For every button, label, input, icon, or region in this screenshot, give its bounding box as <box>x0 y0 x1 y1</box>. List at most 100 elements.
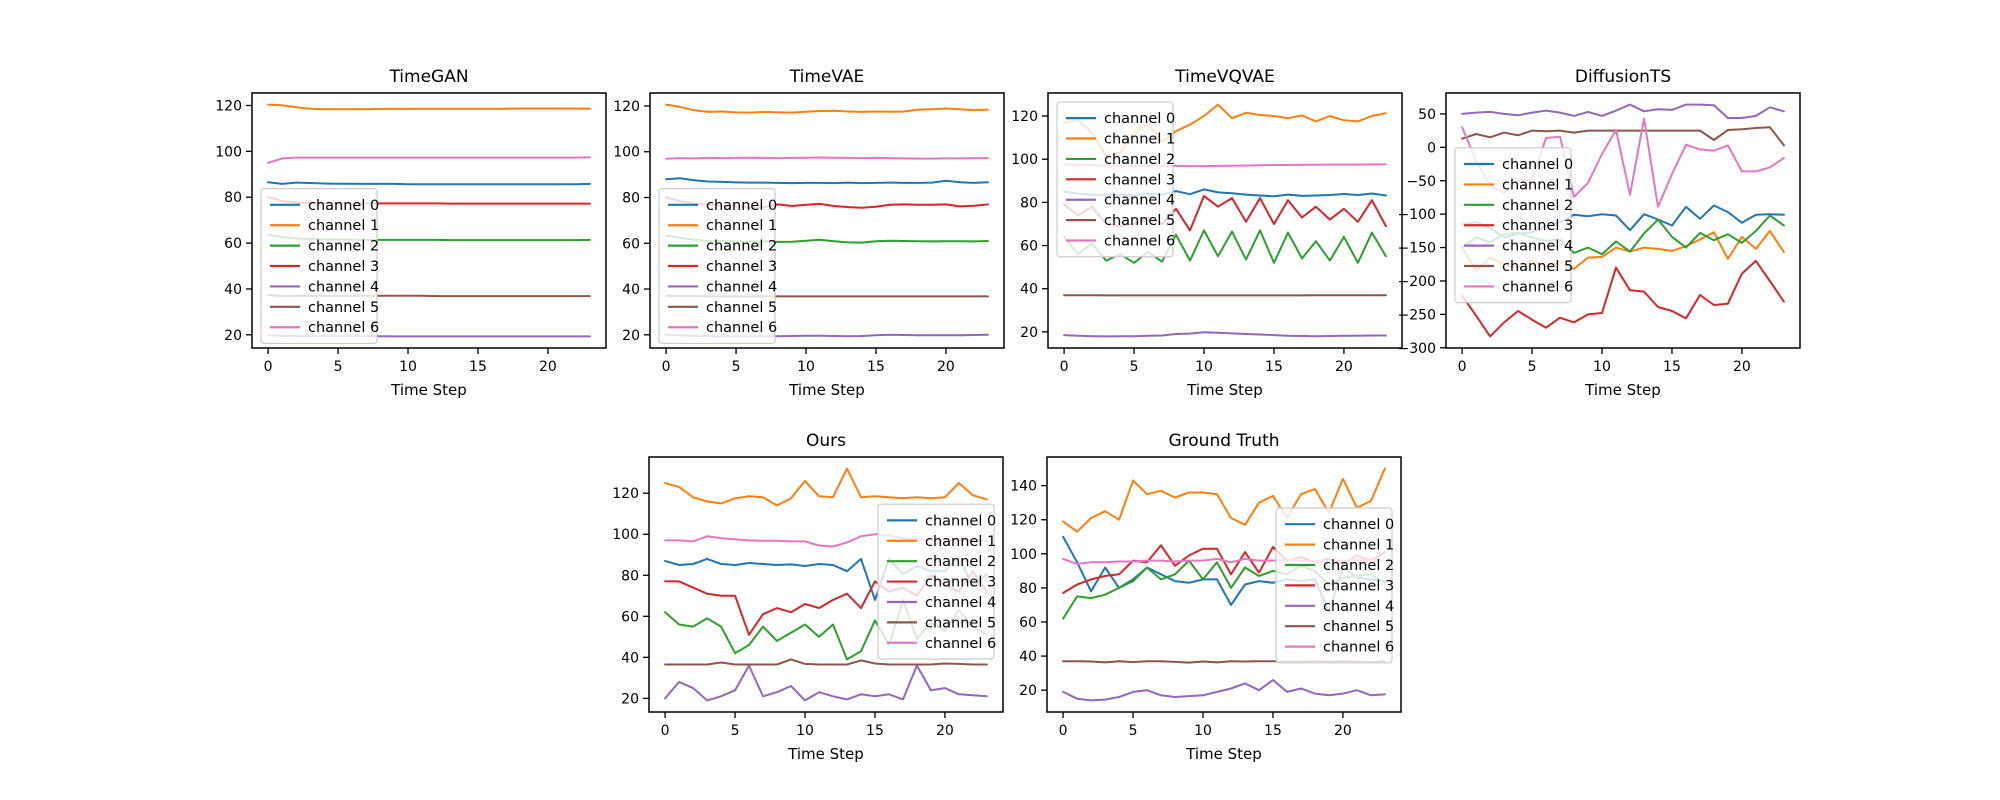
legend-label-channel-1: channel 1 <box>1323 538 1394 554</box>
y-tick-label: 40 <box>1020 282 1038 298</box>
legend-label-channel-2: channel 2 <box>1502 198 1573 214</box>
chart-timegan: TimeGAN 20 40 60 80 100 120 0 5 10 15 20 Time Step ch… <box>215 67 607 399</box>
y-tick-label: 20 <box>1019 683 1037 699</box>
legend-label-channel-3: channel 3 <box>1502 218 1573 234</box>
x-tick-label: 0 <box>1059 723 1068 739</box>
y-tick-label: 80 <box>1020 195 1038 211</box>
chart-title: Ground Truth <box>1168 431 1279 451</box>
series-line-channel-5 <box>1461 126 1785 147</box>
legend-label-channel-2: channel 2 <box>925 554 996 570</box>
y-tick-label: 100 <box>215 144 242 160</box>
legend-label-channel-0: channel 0 <box>925 513 996 529</box>
chart-timevae: TimeVAE 20 40 60 80 100 120 0 5 10 15 20 Time Step ch… <box>613 67 1005 399</box>
y-tick-label: 80 <box>621 568 639 584</box>
y-tick-label: 80 <box>1019 581 1037 597</box>
chart-title: DiffusionTS <box>1575 67 1671 87</box>
x-tick-label: 5 <box>731 723 740 739</box>
x-tick-label: 0 <box>1458 359 1467 375</box>
legend: channel 0 channel 1 channel 2 channel 3 chan… <box>1454 147 1573 304</box>
y-tick-label: 120 <box>1010 513 1037 529</box>
legend-label-channel-1: channel 1 <box>308 218 379 234</box>
chart-ours: Ours 20 40 60 80 100 120 0 5 10 15 20 Time Step chann… <box>612 431 1004 763</box>
legend-label-channel-5: channel 5 <box>1502 259 1573 275</box>
x-tick-label: 10 <box>399 359 417 375</box>
x-tick-label: 10 <box>797 359 815 375</box>
series-line-channel-6 <box>665 156 989 160</box>
legend-label-channel-3: channel 3 <box>1104 172 1175 188</box>
legend-label-channel-3: channel 3 <box>706 259 777 275</box>
y-tick-label: 100 <box>612 527 639 543</box>
legend-box <box>260 188 378 345</box>
y-tick-label: 80 <box>224 190 242 206</box>
y-tick-label: 20 <box>224 328 242 344</box>
x-tick-label: 15 <box>866 723 884 739</box>
x-axis-label: Time Step <box>1185 745 1262 763</box>
legend-label-channel-4: channel 4 <box>1323 599 1394 615</box>
legend: channel 0 channel 1 channel 2 channel 3 chan… <box>1275 507 1394 664</box>
legend-label-channel-1: channel 1 <box>1502 177 1573 193</box>
legend-box <box>877 503 995 660</box>
legend-label-channel-5: channel 5 <box>706 300 777 316</box>
y-tick-label: 120 <box>613 99 640 115</box>
legend-box <box>1454 147 1572 304</box>
y-tick-label: −150 <box>1398 241 1436 257</box>
x-tick-label: 20 <box>1334 723 1352 739</box>
series-line-channel-1 <box>664 467 988 507</box>
series-line-channel-0 <box>267 181 591 186</box>
legend-label-channel-4: channel 4 <box>1104 193 1175 209</box>
legend-label-channel-0: channel 0 <box>1323 517 1394 533</box>
x-tick-label: 5 <box>1130 359 1139 375</box>
chart-title: Ours <box>806 431 846 451</box>
legend-label-channel-6: channel 6 <box>1502 279 1573 295</box>
subplot-diffusionts: DiffusionTS 50 0 −50 −100 −150 −200 −250 −300 0 5 1… <box>1376 57 1814 416</box>
y-tick-label: −100 <box>1398 207 1436 223</box>
y-tick-label: 100 <box>613 145 640 161</box>
subplot-timegan: TimeGAN 20 40 60 80 100 120 0 5 10 15 20 Time Step ch… <box>182 57 620 416</box>
legend-box <box>1275 507 1393 664</box>
y-tick-label: 0 <box>1427 140 1436 156</box>
chart-title: TimeVQVAE <box>1174 67 1275 87</box>
legend-label-channel-4: channel 4 <box>925 595 996 611</box>
y-tick-label: 100 <box>1010 547 1037 563</box>
legend-label-channel-5: channel 5 <box>1104 213 1175 229</box>
legend: channel 0 channel 1 channel 2 channel 3 chan… <box>658 188 777 345</box>
x-axis-label: Time Step <box>788 381 865 399</box>
y-tick-label: 40 <box>622 282 640 298</box>
legend-label-channel-5: channel 5 <box>1323 619 1394 635</box>
series-line-channel-1 <box>1062 467 1386 533</box>
axes-box <box>1047 92 1403 349</box>
subplot-ground-truth: Ground Truth 20 40 60 80 100 120 140 0 5 10 15 20 Tim… <box>977 421 1415 780</box>
y-tick-label: 60 <box>621 609 639 625</box>
axes-box <box>648 456 1004 713</box>
y-tick-label: 20 <box>621 691 639 707</box>
legend-box <box>658 188 776 345</box>
series-line-channel-4 <box>664 664 988 702</box>
series-line-channel-1 <box>267 103 591 111</box>
subplot-ours: Ours 20 40 60 80 100 120 0 5 10 15 20 Time Step chann… <box>579 421 1017 780</box>
legend-label-channel-2: channel 2 <box>308 239 379 255</box>
y-tick-label: 40 <box>224 282 242 298</box>
y-tick-label: 60 <box>1020 239 1038 255</box>
x-tick-label: 15 <box>469 359 487 375</box>
legend-label-channel-2: channel 2 <box>1104 152 1175 168</box>
x-tick-label: 5 <box>1129 723 1138 739</box>
legend-label-channel-4: channel 4 <box>1502 239 1573 255</box>
legend-label-channel-6: channel 6 <box>1323 640 1394 656</box>
series-line-channel-5 <box>664 658 988 666</box>
x-tick-label: 15 <box>1663 359 1681 375</box>
subplot-timevae: TimeVAE 20 40 60 80 100 120 0 5 10 15 20 Time Step ch… <box>580 57 1018 416</box>
chart-title: TimeGAN <box>388 67 468 87</box>
series-line-channel-4 <box>1461 103 1785 119</box>
legend-label-channel-6: channel 6 <box>925 636 996 652</box>
series-line-channel-3 <box>1461 259 1785 338</box>
y-tick-label: 60 <box>1019 615 1037 631</box>
legend-label-channel-3: channel 3 <box>925 575 996 591</box>
x-tick-label: 0 <box>1060 359 1069 375</box>
legend-label-channel-0: channel 0 <box>1104 111 1175 127</box>
y-tick-label: 20 <box>622 328 640 344</box>
x-tick-label: 0 <box>661 723 670 739</box>
legend: channel 0 channel 1 channel 2 channel 3 chan… <box>260 188 379 345</box>
series-line-channel-0 <box>665 177 989 185</box>
x-tick-label: 10 <box>1195 359 1213 375</box>
axes-box <box>1445 92 1801 349</box>
